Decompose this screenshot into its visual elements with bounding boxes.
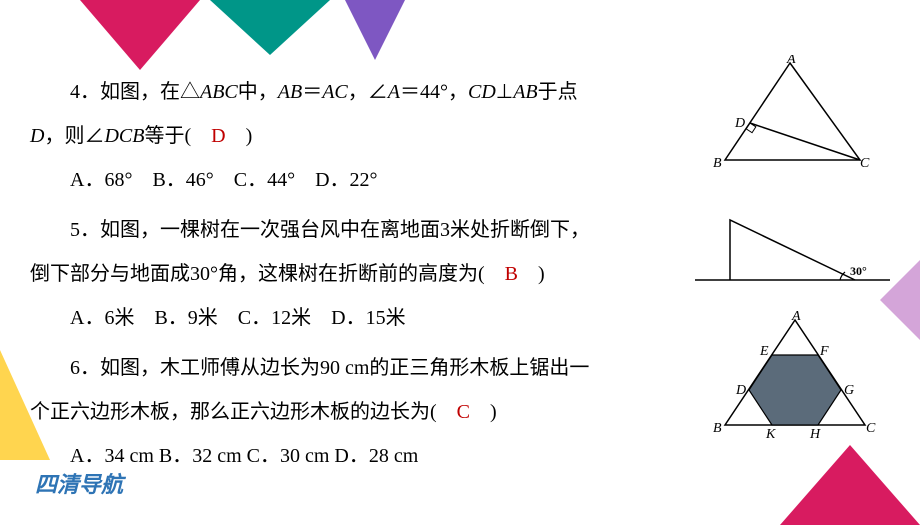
q5-t1: 倒下部分与地面成30°角，这棵树在折断前的高度为(: [30, 263, 505, 285]
q5-figure: 30°: [690, 195, 895, 295]
q6-fig-C: C: [866, 421, 876, 436]
q4-t10: ): [226, 125, 253, 147]
footer-brand: 四清导航: [35, 467, 123, 499]
q6-line2: 个正六边形木板，那么正六边形木板的边长为( C ): [30, 390, 650, 434]
q5-t2: ): [518, 263, 545, 285]
q5-answer: B: [505, 263, 518, 285]
q6-answer: C: [457, 401, 470, 423]
q4-dcb: DCB: [104, 125, 144, 147]
q6-fig-D: D: [735, 383, 746, 398]
q6-t2: ): [470, 401, 497, 423]
q5-line1: 5．如图，一棵树在一次强台风中在离地面3米处折断倒下，: [30, 208, 650, 252]
q4-d: D: [30, 125, 44, 147]
q4-answer: D: [211, 125, 225, 147]
q6-line1: 6．如图，木工师傅从边长为90 cm的正三角形木板上锯出一: [30, 346, 650, 390]
q4-line2: D，则∠DCB等于( D ): [30, 114, 650, 158]
q4-t3: ＝: [302, 81, 322, 103]
q4-fig-D: D: [734, 116, 745, 131]
q4-abc: ABC: [200, 81, 238, 103]
q6-figure: A B C E F D G K H: [710, 310, 880, 440]
q4-fig-C: C: [860, 156, 870, 171]
q4-figure: A B C D: [705, 55, 875, 175]
q6-fig-H: H: [809, 427, 821, 440]
q6-fig-K: K: [765, 427, 776, 440]
q5-line2: 倒下部分与地面成30°角，这棵树在折断前的高度为( B ): [30, 252, 650, 296]
q6-fig-B: B: [713, 421, 722, 436]
deco-triangle-purple-top: [345, 0, 405, 60]
q4-cd: CD: [468, 81, 496, 103]
q4-a: A: [388, 81, 400, 103]
q4-ab2: AB: [513, 81, 537, 103]
q4-t5: ＝44°，: [400, 81, 468, 103]
q4-t7: 于点: [538, 81, 578, 103]
q4-t8: ，则∠: [44, 125, 104, 147]
q4-ac: AC: [322, 81, 348, 103]
q4-line1: 4．如图，在△ABC中，AB＝AC，∠A＝44°，CD⊥AB于点: [30, 70, 650, 114]
q6-fig-A: A: [791, 310, 801, 324]
q4-ab: AB: [278, 81, 302, 103]
q4-fig-A: A: [786, 55, 796, 67]
deco-triangle-pink-bottom: [780, 445, 920, 525]
deco-triangle-teal-top: [210, 0, 330, 55]
q4-t1: 4．如图，在△: [70, 81, 200, 103]
q6-fig-E: E: [759, 344, 769, 359]
q6-t1: 个正六边形木板，那么正六边形木板的边长为(: [30, 401, 457, 423]
q4-fig-B: B: [713, 156, 722, 171]
q4-t9: 等于(: [144, 125, 211, 147]
q4-options: A．68° B．46° C．44° D．22°: [30, 158, 650, 202]
q5-fig-angle: 30°: [850, 264, 867, 278]
question-block: 4．如图，在△ABC中，AB＝AC，∠A＝44°，CD⊥AB于点 D，则∠DCB…: [30, 70, 650, 484]
q6-fig-F: F: [819, 344, 829, 359]
q5-options: A．6米 B．9米 C．12米 D．15米: [30, 296, 650, 340]
q4-t6: ⊥: [496, 81, 513, 103]
q4-t2: 中，: [238, 81, 278, 103]
q4-t4: ，∠: [348, 81, 388, 103]
q6-fig-G: G: [844, 383, 854, 398]
